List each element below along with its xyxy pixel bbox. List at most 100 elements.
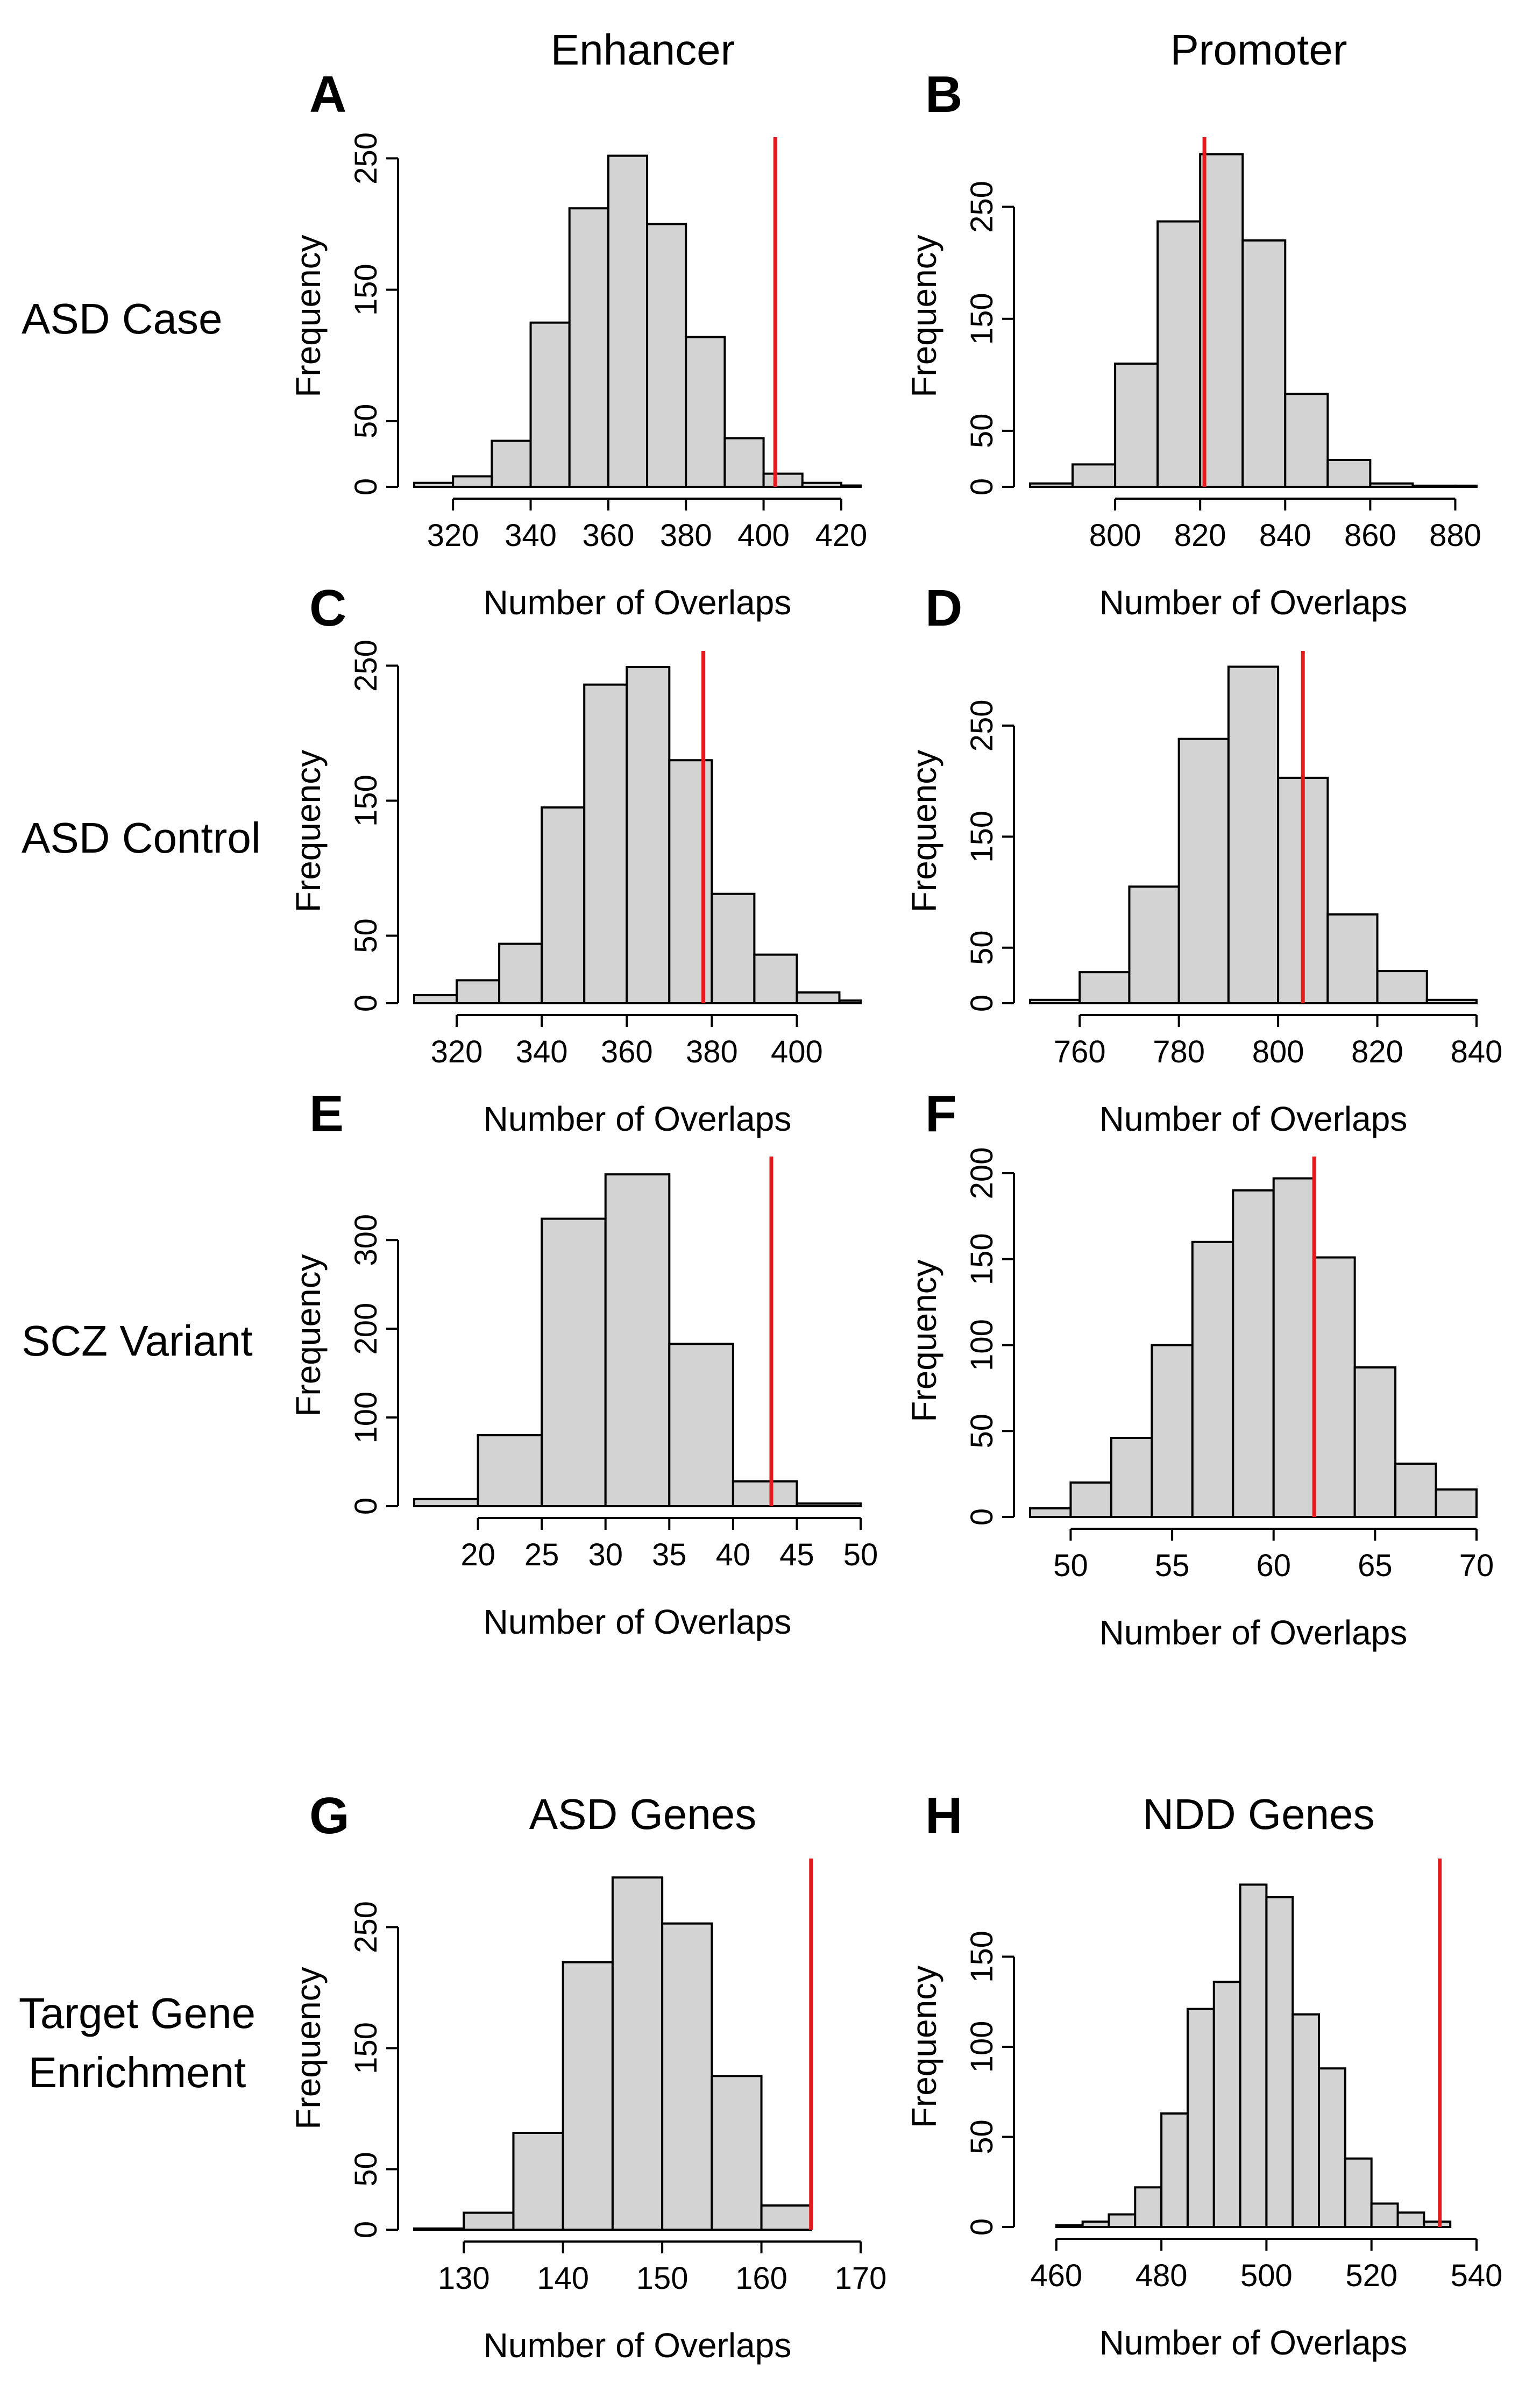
- bar-b-7: [1326, 459, 1372, 488]
- bar-a-9: [762, 472, 804, 488]
- bar-e-0: [413, 1498, 479, 1507]
- y-tick-label-f-4: 200: [964, 1147, 999, 1200]
- bar-c-5: [626, 666, 671, 1004]
- y-tick-label-b-1: 50: [964, 414, 999, 449]
- x-tick-label-f-1: 55: [1155, 1548, 1190, 1583]
- bar-h-0: [1055, 2224, 1084, 2228]
- bar-b-2: [1114, 362, 1159, 488]
- bar-g-7: [760, 2204, 812, 2231]
- chart-panel-f: 0 50 100 150 200 50 55 60 65 70 Number of Overlaps…: [905, 1085, 1494, 1652]
- y-tick-label-g-1: 50: [349, 2152, 384, 2187]
- bar-b-5: [1241, 239, 1287, 488]
- bar-d-0: [1029, 998, 1081, 1004]
- bar-e-4: [668, 1343, 734, 1508]
- x-tick-label-e-1: 25: [524, 1537, 559, 1572]
- x-tick-label-c-1: 340: [516, 1034, 568, 1069]
- bar-b-0: [1029, 482, 1074, 488]
- bar-c-1: [456, 979, 501, 1005]
- chart-panel-c: 0 50 150 250 320 340 360 380 400 Number of Overla…: [289, 579, 862, 1138]
- bar-b-1: [1071, 463, 1117, 488]
- panel-letter-d: D: [925, 579, 962, 637]
- bar-a-1: [452, 475, 493, 488]
- chart-panel-b: 0 50 150 250 800 820 840 860 880 Number of Overla…: [905, 66, 1481, 622]
- bar-c-3: [541, 806, 586, 1005]
- bar-h-9: [1291, 2013, 1321, 2228]
- x-tick-label-c-2: 360: [601, 1034, 653, 1069]
- bar-b-4: [1199, 153, 1244, 488]
- col-header-enhancer: Enhancer: [551, 26, 735, 74]
- bar-c-9: [796, 991, 841, 1004]
- bar-a-11: [840, 484, 862, 488]
- bar-c-4: [583, 683, 628, 1004]
- panel-letter-e: E: [309, 1085, 344, 1143]
- row-header-scz-variant: SCZ Variant: [22, 1317, 253, 1365]
- x-tick-label-h-4: 540: [1451, 2258, 1503, 2293]
- y-tick-label-f-2: 100: [964, 1319, 999, 1371]
- y-tick-label-h-2: 100: [964, 2021, 999, 2073]
- x-tick-label-a-0: 320: [427, 518, 479, 553]
- bar-a-7: [685, 336, 726, 488]
- bar-a-8: [723, 437, 765, 488]
- y-tick-label-b-2: 150: [964, 293, 999, 345]
- bar-c-0: [413, 994, 458, 1004]
- chart-panel-d: 0 50 150 250 760 780 800 820 840 Number of Overla…: [905, 579, 1502, 1138]
- bar-a-10: [801, 481, 842, 488]
- x-tick-label-e-5: 45: [779, 1537, 814, 1572]
- bar-g-1: [463, 2211, 515, 2231]
- bar-d-2: [1128, 885, 1180, 1005]
- x-axis-label-a: Number of Overlaps: [484, 583, 792, 622]
- bar-b-6: [1284, 393, 1329, 488]
- y-tick-label-g-3: 250: [349, 1901, 384, 1953]
- chart-panel-h: 0 50 100 150 460 480 500 520 540 Number of Overla…: [905, 1787, 1502, 2362]
- y-tick-label-e-1: 100: [349, 1392, 384, 1444]
- bar-h-3: [1134, 2186, 1163, 2229]
- x-tick-label-h-1: 480: [1136, 2258, 1188, 2293]
- bar-h-7: [1239, 1883, 1268, 2228]
- x-tick-label-b-0: 800: [1089, 518, 1141, 553]
- chart-panel-g: 0 50 150 250 130 140 150 160 170 Number of Overla…: [289, 1787, 886, 2365]
- x-tick-label-b-2: 840: [1259, 518, 1311, 553]
- bar-c-8: [753, 953, 798, 1005]
- bar-c-6: [668, 759, 713, 1005]
- x-tick-label-f-2: 60: [1256, 1548, 1291, 1583]
- bar-h-6: [1212, 1981, 1241, 2228]
- x-tick-label-a-3: 380: [660, 518, 712, 553]
- bar-b-9: [1411, 484, 1457, 488]
- panel-letter-h: H: [925, 1787, 962, 1845]
- x-tick-label-h-0: 460: [1030, 2258, 1082, 2293]
- bar-h-13: [1396, 2211, 1425, 2229]
- panel-letter-a: A: [309, 66, 346, 123]
- bar-e-6: [796, 1502, 862, 1508]
- bar-f-0: [1029, 1507, 1072, 1519]
- x-tick-label-f-0: 50: [1053, 1548, 1088, 1583]
- y-tick-label-a-2: 150: [349, 264, 384, 316]
- bar-b-8: [1369, 482, 1414, 488]
- x-tick-label-h-3: 520: [1345, 2258, 1397, 2293]
- x-tick-label-d-0: 760: [1054, 1034, 1106, 1069]
- col-header-ndd-genes: NDD Genes: [1142, 1790, 1374, 1838]
- x-tick-label-a-4: 400: [737, 518, 790, 553]
- x-tick-label-f-3: 65: [1358, 1548, 1393, 1583]
- bar-a-4: [568, 207, 609, 488]
- y-tick-label-g-0: 0: [349, 2221, 384, 2238]
- bar-d-6: [1326, 913, 1379, 1005]
- bar-d-7: [1376, 970, 1428, 1004]
- y-tick-label-e-3: 300: [349, 1214, 384, 1266]
- bar-a-5: [607, 154, 649, 488]
- y-tick-label-c-0: 0: [349, 995, 384, 1012]
- bar-b-10: [1454, 484, 1478, 488]
- bar-g-6: [711, 2075, 763, 2231]
- bar-d-4: [1227, 665, 1280, 1005]
- y-tick-label-d-3: 250: [964, 699, 999, 751]
- bar-d-1: [1078, 971, 1131, 1005]
- bar-g-4: [611, 1876, 664, 2231]
- x-tick-label-c-3: 380: [686, 1034, 738, 1069]
- bar-f-10: [1435, 1488, 1478, 1518]
- bar-h-2: [1108, 2213, 1137, 2228]
- bar-e-2: [541, 1217, 607, 1507]
- y-tick-label-b-3: 250: [964, 181, 999, 233]
- x-tick-label-f-4: 70: [1459, 1548, 1494, 1583]
- y-tick-label-f-0: 0: [964, 1508, 999, 1526]
- row-header-asd-control: ASD Control: [22, 814, 261, 862]
- x-tick-label-b-4: 880: [1429, 518, 1481, 553]
